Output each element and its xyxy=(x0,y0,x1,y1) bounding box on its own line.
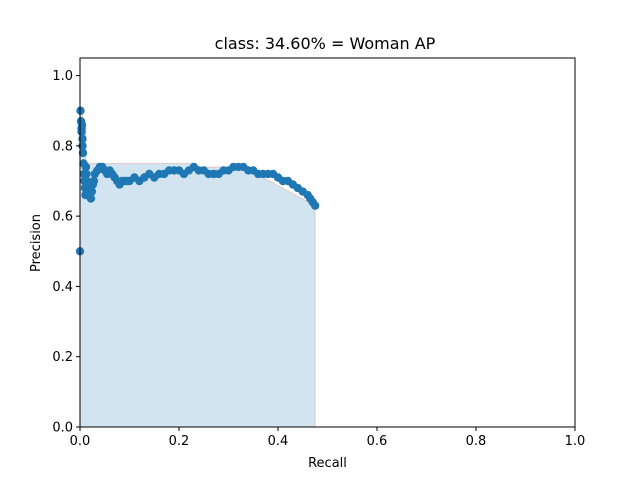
axes-frame xyxy=(79,57,576,428)
y-axis-label: Precision xyxy=(29,214,44,272)
data-point xyxy=(81,162,91,172)
data-point xyxy=(77,120,87,129)
x-axis-label: Recall xyxy=(308,456,347,471)
data-point xyxy=(87,187,97,196)
plot-area: 0.0 0.2 0.4 0.6 0.8 1.0 0.0 0.2 0.4 0.6 0.8 1.0 xyxy=(52,57,586,449)
y-tick-label: 0.4 xyxy=(52,280,73,295)
x-tick-label: 0.4 xyxy=(268,434,289,449)
data-point xyxy=(310,201,320,210)
chart-title: class: 34.60% = Woman AP xyxy=(215,34,436,53)
area-fill xyxy=(80,110,316,428)
data-point xyxy=(86,194,96,203)
data-point xyxy=(77,127,86,136)
x-tick-label: 0.8 xyxy=(466,434,487,449)
x-tick-label: 1.0 xyxy=(565,434,586,449)
data-point xyxy=(78,148,88,158)
y-tick-label: 0.6 xyxy=(52,210,73,225)
y-tick-label: 0.0 xyxy=(52,421,73,436)
y-tick-label: 0.2 xyxy=(52,350,73,365)
x-tick-label: 0.0 xyxy=(70,434,91,449)
data-point xyxy=(82,169,91,179)
y-tick-label: 0.8 xyxy=(52,139,73,154)
x-tick-label: 0.6 xyxy=(367,434,388,449)
y-tick-label: 1.0 xyxy=(52,69,73,84)
x-tick-label: 0.2 xyxy=(169,434,190,449)
data-point xyxy=(89,176,99,186)
